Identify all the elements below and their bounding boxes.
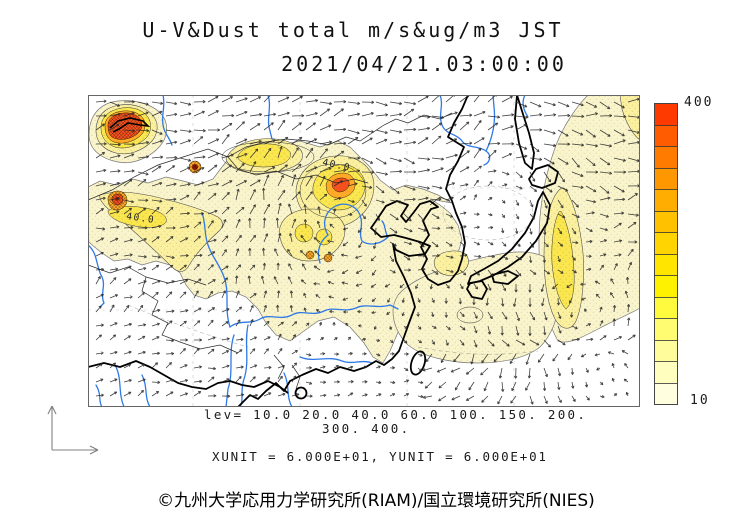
colorbar-max-label: 400: [684, 95, 714, 110]
colorbar-segment: [655, 296, 677, 318]
colorbar-segment: [655, 232, 677, 254]
hotspot-center-core: [331, 177, 350, 193]
colorbar-segment: [655, 189, 677, 211]
x-axis-arrow: [52, 445, 99, 455]
credit-line: ©九州大学応用力学研究所(RIAM)/国立環境研究所(NIES): [157, 491, 595, 511]
island-kyushu: [466, 280, 488, 300]
colorbar-min-label: 10: [690, 393, 710, 408]
island-taiwan: [409, 350, 427, 376]
axis-orientation-arrows: [47, 405, 99, 455]
wind-vectors: [95, 95, 640, 405]
map-panel: 40.0 40.0: [88, 95, 640, 407]
vector-units-label: XUNIT = 6.000E+01, YUNIT = 6.000E+01: [212, 449, 548, 464]
wind-arrow-glyphs: [95, 95, 640, 405]
plot-title: U-V&Dust total m/s&ug/m3 JST: [142, 18, 564, 42]
colorbar-segment: [655, 124, 677, 146]
y-axis-arrow: [47, 405, 57, 450]
colorbar-segment: [655, 104, 677, 125]
colorbar-segment: [655, 146, 677, 168]
colorbar-segment: [655, 361, 677, 383]
colorbar-segment: [655, 382, 677, 404]
island-sakhalin: [514, 95, 535, 170]
contour-levels-line2: 300. 400.: [322, 421, 411, 436]
colorbar: [654, 103, 678, 405]
map-frame: [88, 95, 640, 407]
plot-timestamp: 2021/04/21.03:00:00: [281, 52, 567, 76]
island-honshu: [467, 191, 551, 285]
contour-levels-line1: lev= 10.0 20.0 40.0 60.0 100. 150. 200.: [204, 407, 588, 422]
colorbar-segment: [655, 318, 677, 340]
island-shikoku: [491, 270, 519, 285]
coast-mainland-asia: [237, 95, 469, 407]
svg-text:40.0: 40.0: [126, 211, 156, 226]
colorbar-segment: [655, 167, 677, 189]
island-hokkaido: [528, 164, 559, 189]
colorbar-segment: [655, 253, 677, 275]
island-hainan: [294, 386, 308, 400]
colorbar-segment: [655, 339, 677, 361]
rivers: [88, 95, 529, 407]
dust-map: 40.0 40.0: [88, 95, 640, 407]
colorbar-segment: [655, 275, 677, 297]
colorbar-segment: [655, 210, 677, 232]
extra-contours: [109, 117, 539, 355]
